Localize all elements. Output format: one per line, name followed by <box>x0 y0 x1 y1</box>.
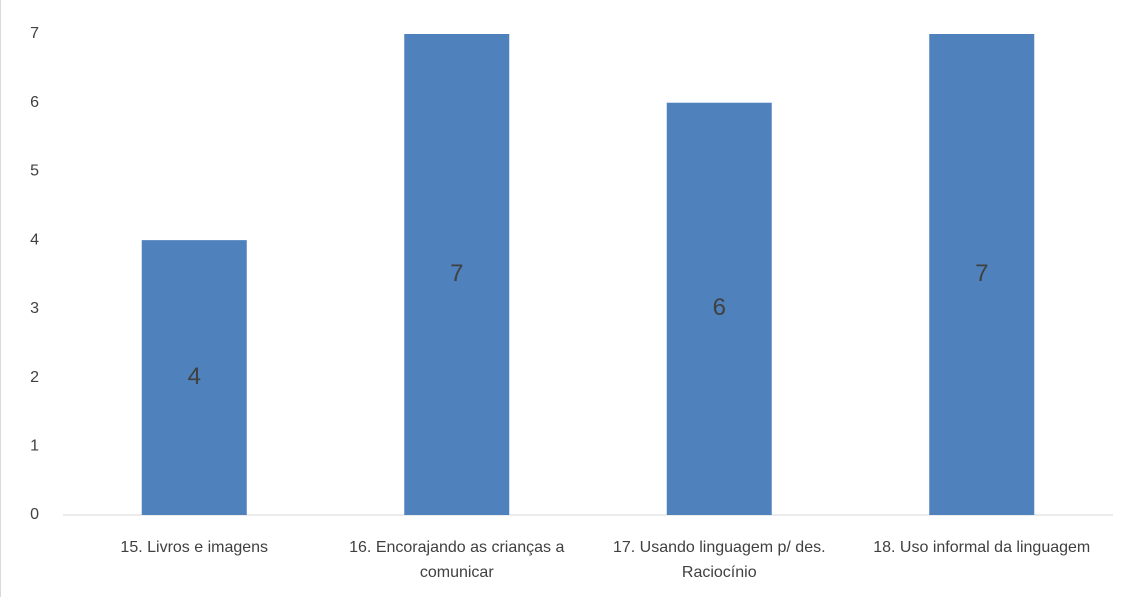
value-label: 7 <box>450 260 463 287</box>
y-tick-label: 5 <box>30 163 39 180</box>
bar <box>141 240 247 515</box>
x-tick-label: 15. Livros e imagens <box>120 539 269 556</box>
bar <box>666 102 772 515</box>
y-tick-label: 3 <box>30 300 39 317</box>
x-tick-label: 18. Uso informal da linguagem <box>873 539 1091 556</box>
value-label: 4 <box>188 363 201 390</box>
y-tick-label: 6 <box>30 94 39 111</box>
x-tick-label: 17. Usando linguagem p/ des. Raciocínio <box>612 539 826 581</box>
bar <box>404 34 510 515</box>
y-tick-label: 4 <box>30 231 39 248</box>
x-tick-label: 16. Encorajando as crianças a comunicar <box>349 539 565 581</box>
bar <box>929 34 1035 515</box>
y-tick-label: 2 <box>30 369 39 386</box>
value-label: 6 <box>713 294 726 321</box>
y-tick-label: 0 <box>30 506 39 523</box>
y-tick-label: 1 <box>30 438 39 455</box>
value-label: 7 <box>975 260 988 287</box>
y-tick-label: 7 <box>30 25 39 42</box>
